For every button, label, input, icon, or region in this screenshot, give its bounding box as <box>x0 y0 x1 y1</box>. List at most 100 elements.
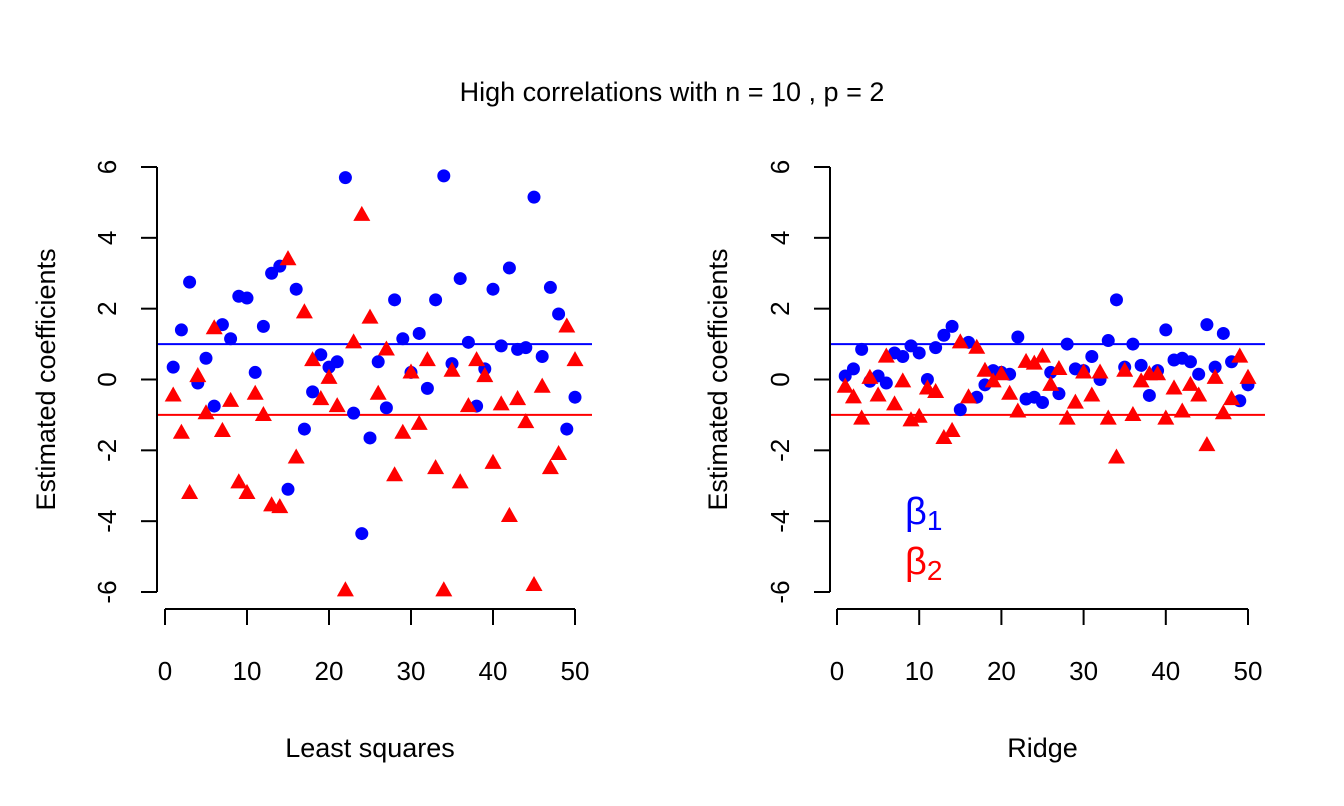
legend-entry-beta1: β1 <box>905 491 942 536</box>
data-point-beta2 <box>287 448 305 464</box>
data-point-beta1 <box>527 190 541 204</box>
data-point-beta2 <box>418 351 436 367</box>
data-point-beta2 <box>1034 347 1051 363</box>
data-point-beta2 <box>312 390 330 406</box>
data-point-beta2 <box>836 377 854 393</box>
data-point-beta2 <box>222 391 240 407</box>
data-point-beta1 <box>1183 355 1197 369</box>
x-tick-label: 50 <box>561 656 590 686</box>
data-point-beta1 <box>879 376 893 390</box>
x-axis-title: Ridge <box>1007 733 1078 763</box>
y-tick-label: -4 <box>92 510 122 533</box>
data-point-beta2 <box>230 473 248 489</box>
data-point-beta2 <box>1198 436 1216 452</box>
data-point-beta2 <box>500 506 518 522</box>
data-point-beta1 <box>552 307 566 321</box>
data-point-beta2 <box>164 386 182 402</box>
plot-panel-1: 0 10 20 30 40 50 -6 -4 -2 0 2 4 6 Least squares Estima… <box>31 160 592 763</box>
data-point-beta2 <box>402 363 420 379</box>
data-point-beta1 <box>199 351 213 365</box>
data-point-beta2 <box>205 319 223 335</box>
data-point-beta1 <box>1216 326 1230 340</box>
data-point-beta2 <box>189 367 207 383</box>
data-point-beta2 <box>271 498 289 514</box>
data-point-beta2 <box>877 347 895 363</box>
data-point-beta1 <box>912 346 926 360</box>
data-point-beta2 <box>410 414 428 430</box>
data-point-beta1 <box>281 482 295 496</box>
data-point-beta2 <box>1206 368 1224 384</box>
data-point-beta1 <box>1109 293 1123 307</box>
data-point-beta2 <box>386 466 404 482</box>
data-point-beta2 <box>254 405 272 422</box>
data-point-beta2 <box>525 575 543 592</box>
data-point-beta2 <box>279 250 297 266</box>
data-point-beta1 <box>519 341 533 355</box>
data-point-beta2 <box>1107 448 1125 464</box>
data-point-beta1 <box>937 328 951 342</box>
data-point-beta2 <box>1050 359 1068 375</box>
data-point-beta1 <box>502 261 516 275</box>
x-tick-label: 20 <box>987 656 1016 686</box>
y-tick-label: 2 <box>765 301 795 315</box>
data-point-beta1 <box>371 355 385 369</box>
data-point-beta2 <box>968 338 986 354</box>
data-point-beta1 <box>1060 337 1074 351</box>
y-tick-label: -2 <box>765 439 795 462</box>
x-tick-label: 0 <box>158 656 172 686</box>
data-point-beta1 <box>314 348 328 362</box>
data-point-beta2 <box>476 367 494 383</box>
data-point-beta2 <box>1009 402 1027 418</box>
data-point-beta1 <box>396 332 410 346</box>
data-point-beta1 <box>1200 318 1214 332</box>
data-point-beta1 <box>453 272 467 286</box>
data-point-beta1 <box>953 403 967 417</box>
data-point-beta2 <box>533 377 551 393</box>
data-point-beta2 <box>1173 402 1191 418</box>
data-point-beta1 <box>929 341 943 355</box>
data-point-beta2 <box>197 404 215 420</box>
data-point-beta1 <box>945 319 959 333</box>
data-point-beta1 <box>1101 334 1115 348</box>
data-point-beta2 <box>853 409 871 425</box>
data-point-beta2 <box>484 453 502 469</box>
data-point-beta1 <box>166 360 180 374</box>
data-point-beta2 <box>328 397 346 413</box>
data-point-beta1 <box>535 349 549 363</box>
data-point-beta2 <box>1157 409 1175 425</box>
x-tick-label: 30 <box>1069 656 1098 686</box>
data-point-beta2 <box>1066 393 1084 409</box>
data-point-beta2 <box>468 351 486 367</box>
data-point-beta2 <box>861 368 879 384</box>
y-tick-label: 0 <box>765 372 795 386</box>
data-point-beta2 <box>976 361 994 377</box>
x-tick-label: 30 <box>397 656 426 686</box>
data-point-beta2 <box>361 308 379 324</box>
data-point-beta1 <box>338 171 352 185</box>
data-point-beta2 <box>869 386 887 402</box>
data-point-beta1 <box>240 291 254 305</box>
data-point-beta2 <box>943 421 961 437</box>
data-point-beta2 <box>1214 404 1232 420</box>
data-point-beta2 <box>172 423 190 439</box>
x-axis-title: Least squares <box>285 733 455 763</box>
data-point-beta1 <box>1134 358 1148 372</box>
data-point-beta1 <box>289 282 303 296</box>
data-point-beta1 <box>256 319 270 333</box>
data-point-beta1 <box>494 339 508 353</box>
data-point-beta1 <box>461 335 475 349</box>
data-point-beta1 <box>855 342 869 356</box>
data-point-beta2 <box>960 388 978 404</box>
data-point-beta2 <box>566 351 584 367</box>
data-point-beta1 <box>363 431 377 445</box>
data-point-beta2 <box>1239 368 1257 384</box>
data-point-beta2 <box>394 423 412 439</box>
data-point-beta2 <box>894 372 912 388</box>
data-point-beta2 <box>345 333 363 349</box>
data-point-beta2 <box>558 317 576 333</box>
y-tick-label: 0 <box>92 372 122 386</box>
plot-panel-2: 0 10 20 30 40 50 -6 -4 -2 0 2 4 6 Ridge Estimated coef… <box>703 160 1265 763</box>
data-point-beta2 <box>927 382 945 399</box>
